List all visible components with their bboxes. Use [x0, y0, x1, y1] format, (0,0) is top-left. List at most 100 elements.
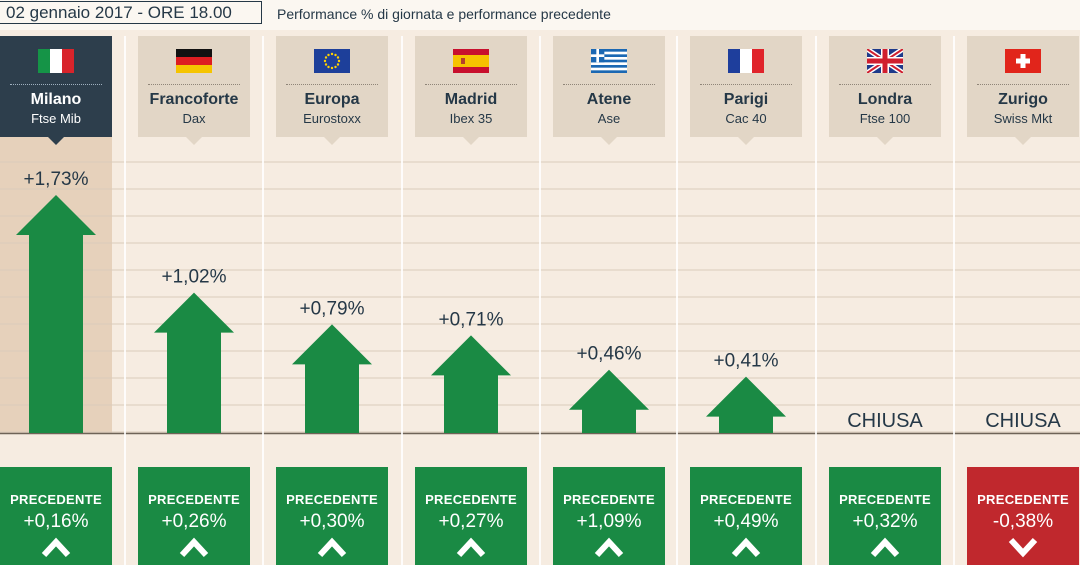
column-divider: [953, 36, 955, 565]
closed-label: CHIUSA: [985, 410, 1061, 432]
uk-flag-icon: [867, 49, 903, 73]
card-notch: [186, 137, 202, 145]
value-label: +0,71%: [439, 309, 504, 330]
previous-performance-box: PRECEDENTE -0,38%: [967, 467, 1079, 565]
previous-value: +0,16%: [23, 511, 89, 532]
market-city: Atene: [586, 91, 632, 108]
card-notch: [1015, 137, 1031, 145]
previous-label: PRECEDENTE: [563, 492, 655, 507]
market-city: Milano: [30, 91, 82, 108]
chart-subtitle: Performance % di giornata e performance …: [277, 6, 611, 22]
card-notch: [463, 137, 479, 145]
chevron-up-icon: [594, 536, 624, 558]
market-card-londra: Londra Ftse 100: [829, 36, 941, 145]
it-flag-icon: [38, 49, 74, 73]
market-index: Ase: [597, 111, 621, 126]
market-city: Europa: [304, 91, 360, 108]
card-notch: [877, 137, 893, 145]
market-index: Ibex 35: [449, 111, 493, 126]
previous-value: +0,26%: [161, 511, 227, 532]
previous-value: +0,27%: [438, 511, 504, 532]
market-card-zurigo: Zurigo Swiss Mkt: [967, 36, 1079, 145]
previous-label: PRECEDENTE: [700, 492, 792, 507]
previous-performance-box: PRECEDENTE +0,32%: [829, 467, 941, 565]
column-divider: [815, 36, 817, 565]
market-card-madrid: Madrid Ibex 35: [415, 36, 527, 145]
ch-flag-icon: [1005, 49, 1041, 73]
fr-flag-icon: [728, 49, 764, 73]
card-separator: [977, 84, 1069, 85]
market-index: Eurostoxx: [303, 111, 361, 126]
closed-label: CHIUSA: [847, 410, 923, 432]
chevron-up-icon: [317, 536, 347, 558]
bar-arrow-milano: [16, 195, 96, 433]
previous-label: PRECEDENTE: [286, 492, 378, 507]
chevron-down-icon: [1008, 536, 1038, 558]
card-separator: [286, 84, 378, 85]
market-city: Francoforte: [149, 91, 239, 108]
card-separator: [700, 84, 792, 85]
previous-label: PRECEDENTE: [10, 492, 102, 507]
chevron-up-icon: [41, 536, 71, 558]
de-flag-icon: [176, 49, 212, 73]
market-card-atene: Atene Ase: [553, 36, 665, 145]
chevron-up-icon: [179, 536, 209, 558]
card-separator: [839, 84, 931, 85]
gr-flag-icon: [591, 49, 627, 73]
eu-flag-icon: [314, 49, 350, 73]
previous-value: -0,38%: [992, 511, 1054, 532]
value-label: +0,41%: [714, 351, 779, 372]
bar-arrow-francoforte: [154, 292, 234, 433]
header-bar: 02 gennaio 2017 - ORE 18.00 Performance …: [0, 0, 1080, 30]
card-notch: [48, 137, 64, 145]
market-index: Ftse Mib: [31, 111, 81, 126]
previous-value: +1,09%: [576, 511, 642, 532]
market-card-milano: Milano Ftse Mib: [0, 36, 112, 145]
card-separator: [425, 84, 517, 85]
chevron-up-icon: [870, 536, 900, 558]
bar-arrow-madrid: [431, 335, 511, 433]
market-city: Parigi: [723, 91, 769, 108]
market-city: Madrid: [444, 91, 498, 108]
market-card-francoforte: Francoforte Dax: [138, 36, 250, 145]
bar-arrow-atene: [569, 369, 649, 433]
value-label: +1,73%: [24, 169, 89, 190]
previous-performance-box: PRECEDENTE +0,49%: [690, 467, 802, 565]
market-card-parigi: Parigi Cac 40: [690, 36, 802, 145]
value-label: +0,79%: [300, 298, 365, 319]
market-index: Dax: [182, 111, 206, 126]
column-divider: [262, 36, 264, 565]
previous-performance-box: PRECEDENTE +0,27%: [415, 467, 527, 565]
market-index: Swiss Mkt: [993, 111, 1053, 126]
previous-performance-box: PRECEDENTE +0,26%: [138, 467, 250, 565]
previous-label: PRECEDENTE: [839, 492, 931, 507]
market-index: Ftse 100: [859, 111, 911, 126]
card-notch: [738, 137, 754, 145]
previous-performance-box: PRECEDENTE +0,16%: [0, 467, 112, 565]
previous-label: PRECEDENTE: [148, 492, 240, 507]
previous-value: +0,49%: [713, 511, 779, 532]
previous-value: +0,30%: [299, 511, 365, 532]
market-index: Cac 40: [725, 111, 767, 126]
es-flag-icon: [453, 49, 489, 73]
previous-label: PRECEDENTE: [425, 492, 517, 507]
market-card-europa: Europa Eurostoxx: [276, 36, 388, 145]
chevron-up-icon: [456, 536, 486, 558]
market-city: Zurigo: [998, 91, 1048, 108]
card-separator: [563, 84, 655, 85]
previous-performance-box: PRECEDENTE +0,30%: [276, 467, 388, 565]
chevron-up-icon: [731, 536, 761, 558]
column-divider: [539, 36, 541, 565]
column-divider: [676, 36, 678, 565]
previous-performance-box: PRECEDENTE +1,09%: [553, 467, 665, 565]
column-divider: [124, 36, 126, 565]
card-separator: [10, 84, 102, 85]
bar-arrow-europa: [292, 324, 372, 433]
value-label: +1,02%: [162, 267, 227, 288]
date-label: 02 gennaio 2017 - ORE 18.00: [0, 1, 262, 24]
bar-arrow-parigi: [706, 376, 786, 433]
card-separator: [148, 84, 240, 85]
value-label: +0,46%: [577, 344, 642, 365]
column-divider: [401, 36, 403, 565]
market-city: Londra: [857, 91, 913, 108]
